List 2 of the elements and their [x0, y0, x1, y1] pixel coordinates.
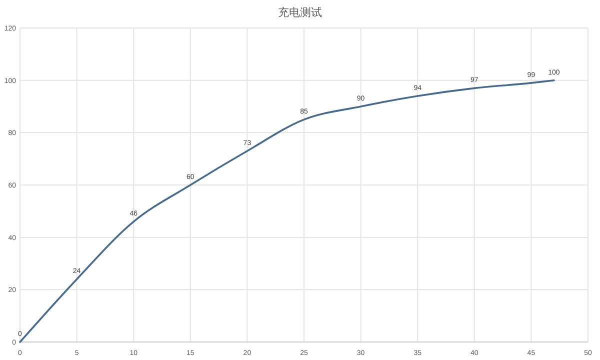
chart-title: 充电测试 — [278, 6, 322, 19]
line-series — [19, 79, 555, 343]
